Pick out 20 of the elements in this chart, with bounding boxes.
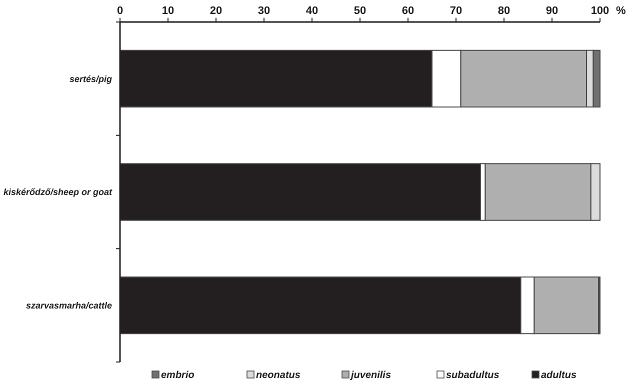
x-tick-label: 50 bbox=[354, 5, 366, 17]
legend-label: juvenilis bbox=[349, 370, 392, 381]
x-axis-title: % bbox=[616, 5, 626, 17]
legend-label: embrio bbox=[161, 370, 194, 381]
legend-label: subadultus bbox=[446, 370, 500, 381]
y-tick-label: szarvasmarha/cattle bbox=[26, 300, 112, 310]
x-tick-label: 70 bbox=[450, 5, 462, 17]
x-tick-label: 100 bbox=[590, 5, 610, 17]
x-tick-label: 30 bbox=[258, 5, 270, 17]
x-tick-label: 40 bbox=[306, 5, 318, 17]
y-tick-label: kiskérődző/sheep or goat bbox=[3, 187, 113, 198]
x-tick-label: 0 bbox=[116, 5, 124, 17]
y-tick-label: sertés/pig bbox=[69, 74, 112, 84]
x-tick-label: 20 bbox=[210, 5, 222, 17]
x-tick-label: 10 bbox=[162, 5, 174, 17]
x-tick-label: 80 bbox=[498, 5, 510, 17]
x-tick-label: 60 bbox=[402, 5, 414, 17]
legend-label: adultus bbox=[541, 370, 577, 381]
x-tick-label: 90 bbox=[546, 5, 558, 17]
legend-label: neonatus bbox=[256, 370, 301, 381]
